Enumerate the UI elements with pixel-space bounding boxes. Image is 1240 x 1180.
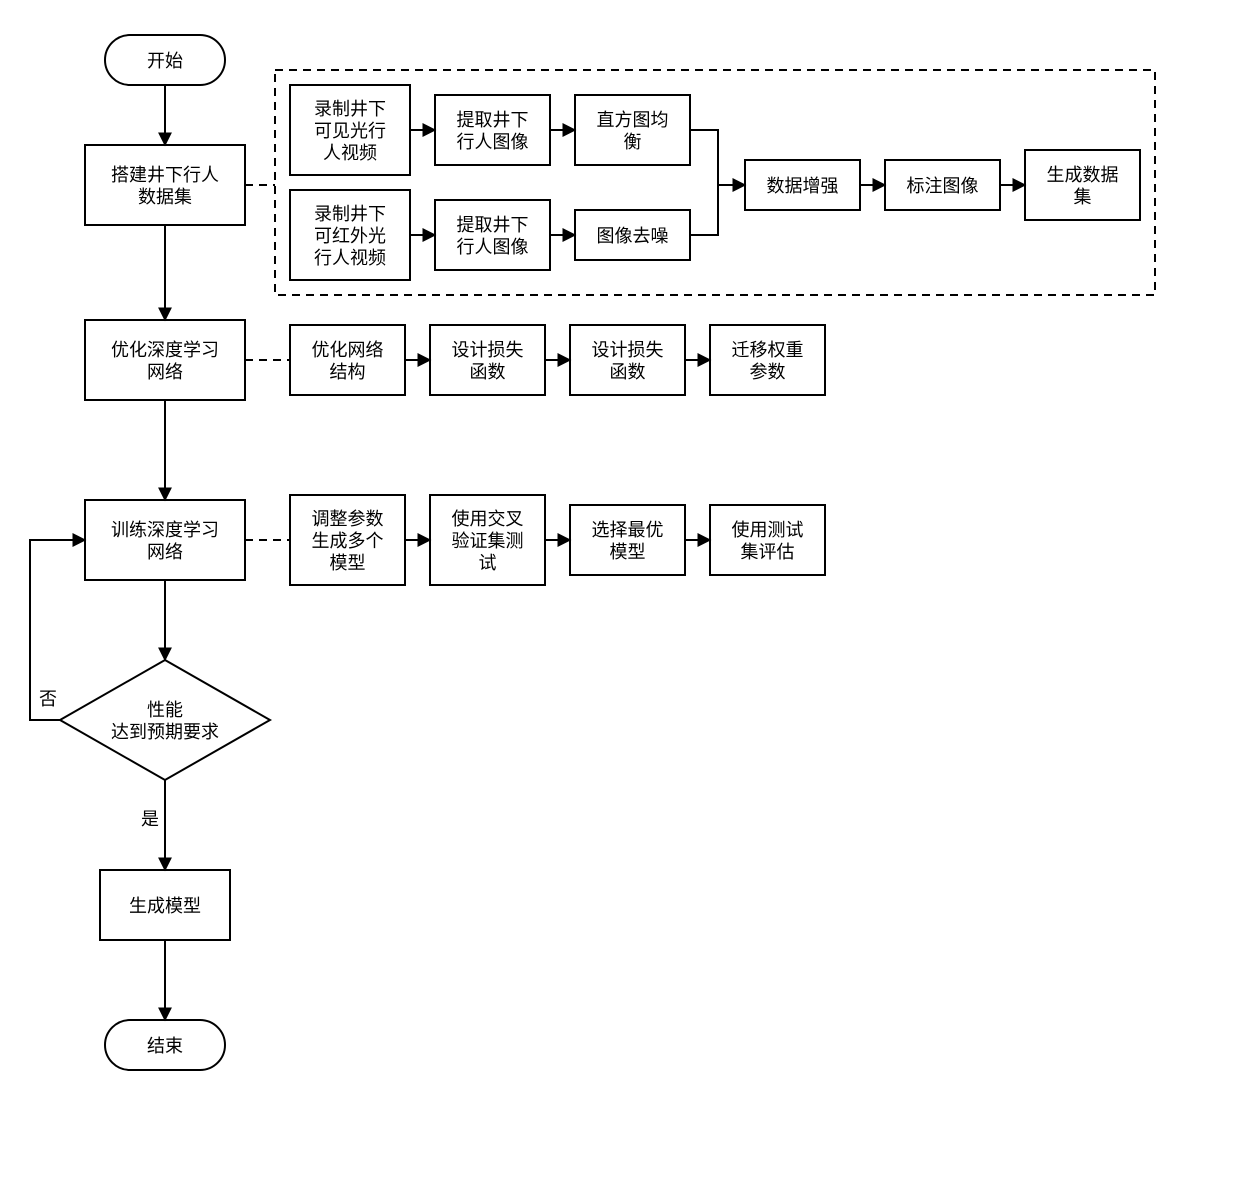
node-dec-text: 性能 [147,700,183,720]
node-d1b-text: 可红外光 [314,226,386,246]
node-o1-text: 结构 [330,362,366,382]
node-start-text: 开始 [147,51,183,71]
node-t4 [710,505,825,575]
node-t3-text: 选择最优 [592,520,664,540]
node-d1a-text: 人视频 [323,143,377,163]
node-d1b-text: 录制井下 [314,204,386,224]
node-opt-text: 网络 [147,362,183,382]
node-o2-text: 设计损失 [452,340,524,360]
node-d2b-text: 提取井下 [457,215,529,235]
node-d6-text: 集 [1074,187,1092,207]
node-d2a-text: 行人图像 [457,132,529,152]
node-d4-text: 数据增强 [767,176,839,196]
node-t2-text: 使用交叉 [452,509,524,529]
node-build-text: 搭建井下行人 [111,165,219,185]
node-d3a [575,95,690,165]
node-o1 [290,325,405,395]
node-o3-text: 函数 [610,362,646,382]
node-train-text: 网络 [147,542,183,562]
node-d3a-text: 直方图均 [597,110,669,130]
node-o2 [430,325,545,395]
node-t1-text: 调整参数 [312,509,384,529]
node-train [85,500,245,580]
node-train-text: 训练深度学习 [111,520,219,540]
node-d2b-text: 行人图像 [457,237,529,257]
node-d2a [435,95,550,165]
node-end-text: 结束 [147,1036,183,1056]
node-build-text: 数据集 [138,187,192,207]
node-o2-text: 函数 [470,362,506,382]
node-build [85,145,245,225]
label-yes: 是 [141,809,159,829]
node-d6 [1025,150,1140,220]
node-t2-text: 验证集测 [452,531,524,551]
node-d1b-text: 行人视频 [314,248,386,268]
flowchart-canvas: 开始搭建井下行人数据集优化深度学习网络训练深度学习网络性能达到预期要求生成模型结… [0,0,1240,1180]
node-o3 [570,325,685,395]
node-t4-text: 使用测试 [732,520,804,540]
merge-bot [690,185,718,235]
node-opt-text: 优化深度学习 [111,340,219,360]
node-o3-text: 设计损失 [592,340,664,360]
node-d1a-text: 录制井下 [314,99,386,119]
node-t3-text: 模型 [610,542,646,562]
label-no: 否 [39,689,57,709]
node-d6-text: 生成数据 [1047,165,1119,185]
node-d1a-text: 可见光行 [314,121,386,141]
node-dec-text: 达到预期要求 [111,722,219,742]
node-gen-text: 生成模型 [129,896,201,916]
node-t1-text: 生成多个 [312,531,384,551]
node-o4-text: 迁移权重 [732,340,804,360]
node-d3a-text: 衡 [624,132,642,152]
node-d2a-text: 提取井下 [457,110,529,130]
merge-top [690,130,718,185]
node-d2b [435,200,550,270]
node-d5-text: 标注图像 [907,176,979,196]
node-o4-text: 参数 [750,362,786,382]
node-opt [85,320,245,400]
node-o1-text: 优化网络 [312,340,384,360]
node-dec [60,660,270,780]
node-t1-text: 模型 [330,553,366,573]
node-o4 [710,325,825,395]
node-t4-text: 集评估 [741,542,795,562]
node-t3 [570,505,685,575]
node-t2-text: 试 [479,553,497,573]
node-d3b-text: 图像去噪 [597,226,669,246]
